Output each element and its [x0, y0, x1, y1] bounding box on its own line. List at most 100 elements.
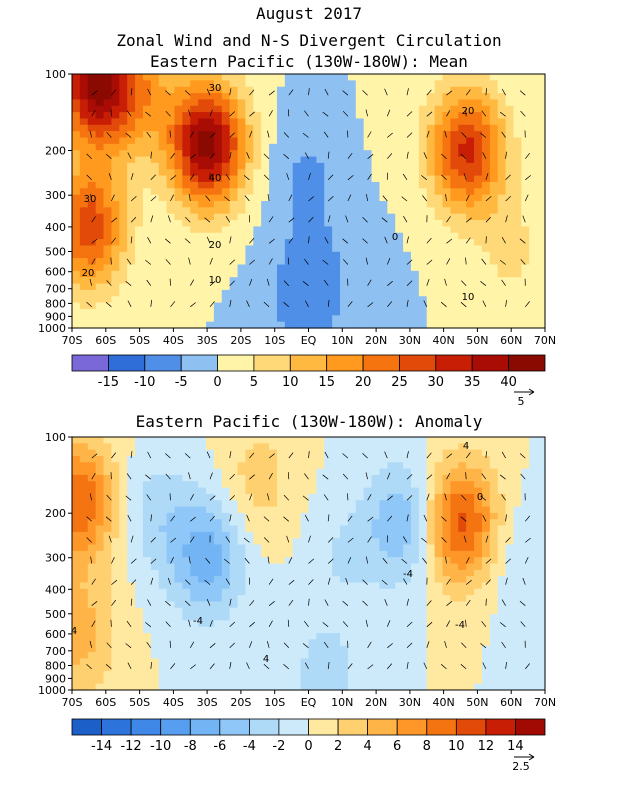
field-cell [379, 557, 388, 565]
field-cell [292, 188, 302, 196]
field-cell [481, 500, 491, 508]
field-cell [174, 455, 183, 463]
field-cell [142, 99, 152, 107]
field-cell [379, 239, 388, 247]
field-cell [497, 481, 507, 489]
field-cell [142, 289, 152, 297]
field-cell [426, 137, 436, 145]
field-cell [474, 131, 483, 139]
field-cell [142, 315, 152, 323]
field-cell [316, 270, 325, 278]
field-cell [387, 156, 396, 164]
field-cell [363, 181, 373, 189]
field-cell [127, 315, 136, 323]
field-cell [340, 226, 349, 234]
field-cell [198, 588, 207, 596]
field-cell [371, 296, 381, 304]
field-cell [284, 277, 294, 285]
field-cell [340, 614, 349, 622]
field-cell [79, 93, 89, 100]
field-cell [300, 74, 310, 81]
field-cell [387, 633, 396, 640]
field-cell [127, 462, 136, 470]
field-cell [119, 550, 128, 558]
field-cell [371, 245, 381, 253]
field-cell [363, 137, 373, 145]
field-cell [355, 137, 365, 145]
field-cell [261, 683, 270, 691]
field-cell [206, 639, 215, 647]
field-cell [253, 226, 262, 234]
field-cell [79, 569, 89, 577]
field-cell [72, 270, 81, 278]
field-cell [395, 93, 404, 100]
vector-arrow [342, 110, 349, 117]
field-cell [387, 683, 396, 691]
field-cell [142, 455, 152, 463]
field-cell [442, 455, 451, 463]
field-cell [434, 652, 444, 659]
field-cell [426, 550, 436, 558]
field-cell [269, 105, 278, 113]
field-cell [72, 582, 81, 590]
field-cell [316, 315, 325, 323]
field-cell [474, 105, 483, 113]
field-cell [135, 283, 144, 291]
field-cell [300, 169, 310, 177]
field-cell [198, 487, 207, 495]
field-cell [395, 207, 404, 215]
field-cell [403, 156, 412, 164]
field-cell [450, 557, 459, 565]
field-cell [434, 639, 444, 647]
field-cell [387, 550, 396, 558]
field-cell [324, 277, 333, 285]
field-cell [403, 213, 412, 221]
field-cell [450, 321, 459, 329]
field-cell [174, 538, 183, 546]
field-cell [410, 226, 420, 234]
field-cell [347, 118, 357, 126]
field-cell [261, 105, 270, 113]
field-cell [379, 226, 388, 234]
field-cell [332, 194, 341, 202]
field-cell [474, 481, 483, 489]
vector-arrow [229, 151, 232, 159]
field-cell [253, 639, 262, 647]
field-cell [150, 251, 160, 259]
field-cell [426, 468, 436, 476]
field-cell [521, 175, 530, 183]
field-cell [237, 283, 247, 291]
field-cell [111, 289, 120, 297]
field-cell [434, 525, 444, 533]
field-cell [300, 614, 310, 622]
field-cell [79, 455, 89, 463]
field-cell [284, 576, 294, 584]
vector-arrow [304, 300, 309, 307]
field-cell [371, 239, 381, 247]
field-cell [182, 550, 191, 558]
field-cell [466, 652, 475, 659]
field-cell [434, 544, 444, 552]
field-cell [190, 251, 199, 259]
field-cell [355, 239, 365, 247]
field-cell [308, 449, 317, 457]
field-cell [316, 162, 325, 170]
field-cell [458, 137, 467, 145]
field-cell [481, 264, 491, 272]
field-cell [253, 74, 262, 81]
field-cell [276, 201, 286, 208]
field-cell [418, 226, 428, 234]
field-cell [332, 156, 341, 164]
field-cell [340, 531, 349, 539]
field-cell [127, 588, 136, 596]
field-cell [111, 80, 120, 88]
field-cell [340, 525, 349, 533]
field-cell [190, 302, 199, 310]
field-cell [158, 150, 168, 158]
field-cell [111, 296, 120, 304]
field-cell [182, 620, 191, 628]
field-cell [458, 150, 467, 158]
field-cell [458, 74, 467, 81]
field-cell [72, 105, 81, 113]
field-cell [458, 226, 467, 234]
